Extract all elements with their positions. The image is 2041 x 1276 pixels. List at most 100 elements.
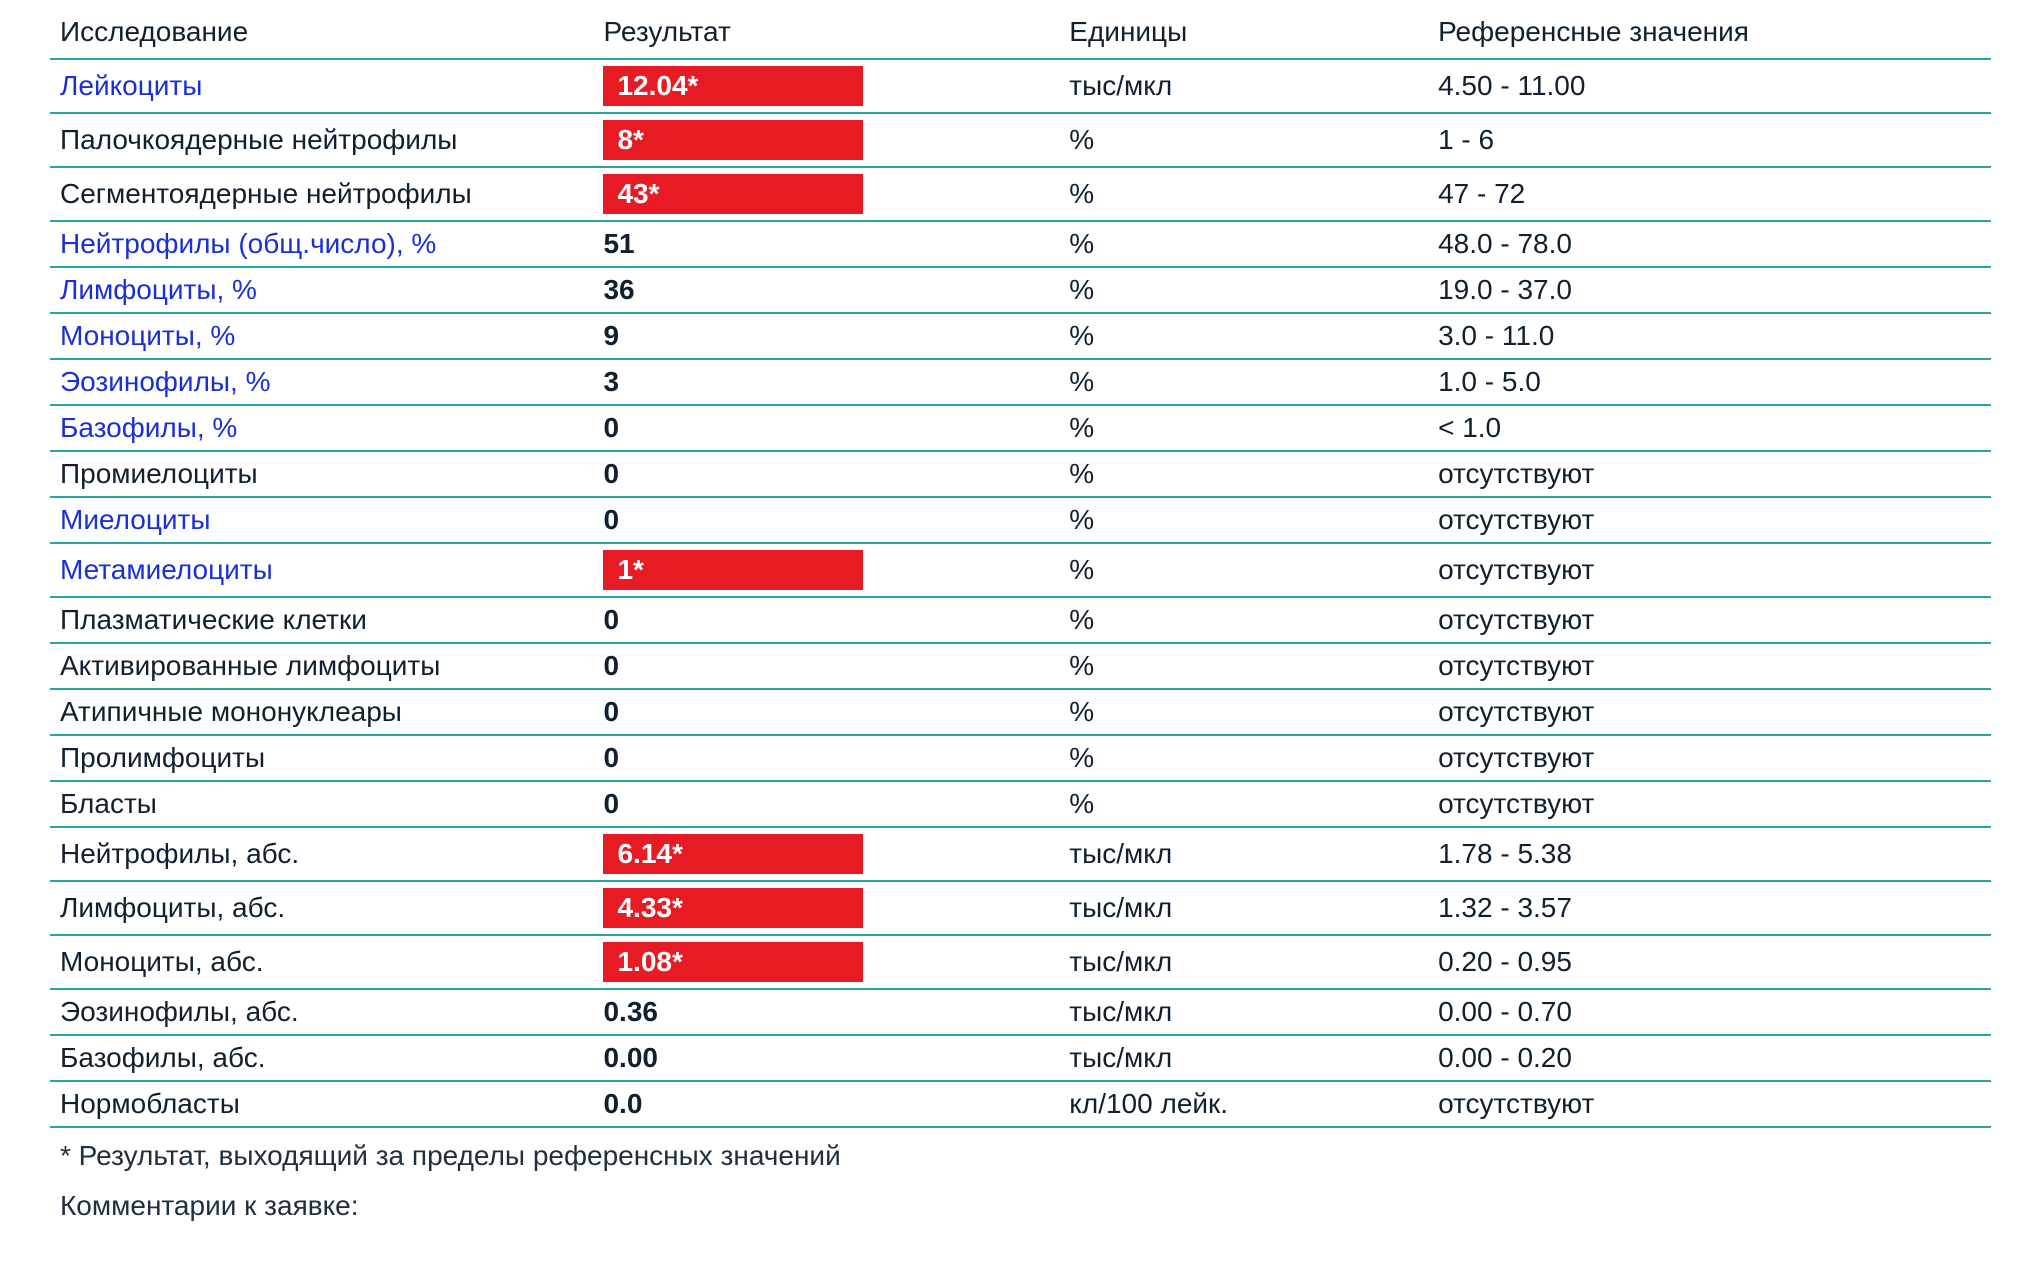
cell-result: 1.08*: [593, 935, 1059, 989]
cell-result: 0: [593, 689, 1059, 735]
cell-result: 43*: [593, 167, 1059, 221]
cell-test-name: Лимфоциты, абс.: [50, 881, 593, 935]
cell-units: %: [1059, 597, 1428, 643]
cell-reference-range: 0.00 - 0.70: [1428, 989, 1991, 1035]
cell-result: 0.36: [593, 989, 1059, 1035]
cell-test-name[interactable]: Нейтрофилы (общ.число), %: [50, 221, 593, 267]
cell-test-name[interactable]: Моноциты, %: [50, 313, 593, 359]
cell-test-name[interactable]: Метамиелоциты: [50, 543, 593, 597]
cell-test-name: Моноциты, абс.: [50, 935, 593, 989]
cell-result: 12.04*: [593, 59, 1059, 113]
cell-test-name: Пролимфоциты: [50, 735, 593, 781]
cell-result: 4.33*: [593, 881, 1059, 935]
cell-test-name[interactable]: Базофилы, %: [50, 405, 593, 451]
table-row: Эозинофилы, %3%1.0 - 5.0: [50, 359, 1991, 405]
out-of-range-flag: 12.04*: [603, 66, 863, 106]
cell-units: %: [1059, 405, 1428, 451]
cell-units: %: [1059, 643, 1428, 689]
table-row: Нормобласты0.0кл/100 лейк.отсутствуют: [50, 1081, 1991, 1127]
cell-units: тыс/мкл: [1059, 827, 1428, 881]
cell-reference-range: 1.0 - 5.0: [1428, 359, 1991, 405]
lab-report: Исследование Результат Единицы Референсн…: [0, 0, 2041, 1242]
table-row: Промиелоциты0%отсутствуют: [50, 451, 1991, 497]
table-row: Миелоциты0%отсутствуют: [50, 497, 1991, 543]
table-row: Палочкоядерные нейтрофилы8*%1 - 6: [50, 113, 1991, 167]
cell-result: 51: [593, 221, 1059, 267]
cell-test-name[interactable]: Эозинофилы, %: [50, 359, 593, 405]
cell-result: 8*: [593, 113, 1059, 167]
cell-units: тыс/мкл: [1059, 1035, 1428, 1081]
cell-reference-range: 48.0 - 78.0: [1428, 221, 1991, 267]
col-header-reference: Референсные значения: [1428, 10, 1991, 59]
cell-units: %: [1059, 313, 1428, 359]
cell-units: %: [1059, 543, 1428, 597]
cell-reference-range: < 1.0: [1428, 405, 1991, 451]
cell-reference-range: отсутствуют: [1428, 543, 1991, 597]
cell-reference-range: отсутствуют: [1428, 1081, 1991, 1127]
cell-result: 1*: [593, 543, 1059, 597]
cell-units: %: [1059, 167, 1428, 221]
cell-test-name: Эозинофилы, абс.: [50, 989, 593, 1035]
table-row: Эозинофилы, абс.0.36тыс/мкл0.00 - 0.70: [50, 989, 1991, 1035]
cell-result: 3: [593, 359, 1059, 405]
cell-units: %: [1059, 359, 1428, 405]
table-row: Лимфоциты, %36%19.0 - 37.0: [50, 267, 1991, 313]
table-row: Плазматические клетки0%отсутствуют: [50, 597, 1991, 643]
cell-reference-range: 47 - 72: [1428, 167, 1991, 221]
cell-reference-range: отсутствуют: [1428, 451, 1991, 497]
cell-units: кл/100 лейк.: [1059, 1081, 1428, 1127]
cell-test-name[interactable]: Лимфоциты, %: [50, 267, 593, 313]
cell-result: 0: [593, 643, 1059, 689]
cell-result: 9: [593, 313, 1059, 359]
cell-reference-range: отсутствуют: [1428, 735, 1991, 781]
cell-units: %: [1059, 735, 1428, 781]
cell-test-name[interactable]: Лейкоциты: [50, 59, 593, 113]
table-row: Нейтрофилы, абс.6.14* тыс/мкл1.78 - 5.38: [50, 827, 1991, 881]
results-table: Исследование Результат Единицы Референсн…: [50, 10, 1991, 1128]
table-header-row: Исследование Результат Единицы Референсн…: [50, 10, 1991, 59]
col-header-result: Результат: [593, 10, 1059, 59]
cell-test-name: Активированные лимфоциты: [50, 643, 593, 689]
cell-units: %: [1059, 781, 1428, 827]
cell-reference-range: отсутствуют: [1428, 643, 1991, 689]
table-row: Атипичные мононуклеары0%отсутствуют: [50, 689, 1991, 735]
col-header-name: Исследование: [50, 10, 593, 59]
table-row: Базофилы, абс.0.00тыс/мкл0.00 - 0.20: [50, 1035, 1991, 1081]
cell-units: тыс/мкл: [1059, 935, 1428, 989]
col-header-units: Единицы: [1059, 10, 1428, 59]
table-row: Нейтрофилы (общ.число), %51%48.0 - 78.0: [50, 221, 1991, 267]
out-of-range-flag: 1*: [603, 550, 863, 590]
cell-test-name: Нейтрофилы, абс.: [50, 827, 593, 881]
cell-reference-range: отсутствуют: [1428, 689, 1991, 735]
cell-units: %: [1059, 113, 1428, 167]
cell-result: 6.14*: [593, 827, 1059, 881]
out-of-range-flag: 4.33*: [603, 888, 863, 928]
cell-reference-range: 0.20 - 0.95: [1428, 935, 1991, 989]
table-row: Бласты0%отсутствуют: [50, 781, 1991, 827]
table-row: Сегментоядерные нейтрофилы43*%47 - 72: [50, 167, 1991, 221]
cell-reference-range: 19.0 - 37.0: [1428, 267, 1991, 313]
out-of-range-flag: 8*: [603, 120, 863, 160]
cell-reference-range: 0.00 - 0.20: [1428, 1035, 1991, 1081]
table-row: Базофилы, %0%< 1.0: [50, 405, 1991, 451]
cell-units: %: [1059, 689, 1428, 735]
cell-result: 0: [593, 451, 1059, 497]
cell-test-name: Плазматические клетки: [50, 597, 593, 643]
comments-label: Комментарии к заявке:: [50, 1172, 1991, 1222]
cell-test-name: Палочкоядерные нейтрофилы: [50, 113, 593, 167]
cell-units: %: [1059, 221, 1428, 267]
cell-test-name: Сегментоядерные нейтрофилы: [50, 167, 593, 221]
out-of-range-flag: 6.14*: [603, 834, 863, 874]
out-of-range-flag: 1.08*: [603, 942, 863, 982]
cell-reference-range: 1.78 - 5.38: [1428, 827, 1991, 881]
footnote-out-of-range: * Результат, выходящий за пределы рефере…: [50, 1128, 1991, 1172]
table-row: Моноциты, %9%3.0 - 11.0: [50, 313, 1991, 359]
out-of-range-flag: 43*: [603, 174, 863, 214]
cell-units: %: [1059, 497, 1428, 543]
table-row: Активированные лимфоциты0%отсутствуют: [50, 643, 1991, 689]
table-row: Пролимфоциты0%отсутствуют: [50, 735, 1991, 781]
cell-test-name[interactable]: Миелоциты: [50, 497, 593, 543]
cell-result: 0: [593, 735, 1059, 781]
cell-result: 0: [593, 781, 1059, 827]
cell-reference-range: 1 - 6: [1428, 113, 1991, 167]
